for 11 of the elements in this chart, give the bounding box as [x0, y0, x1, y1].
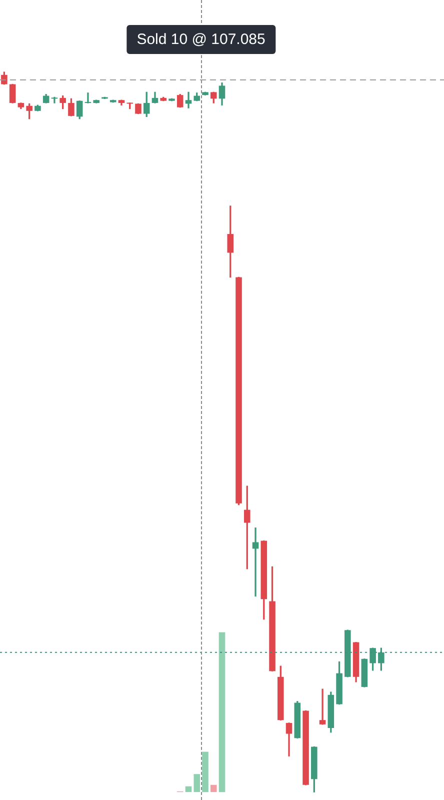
- bar: [194, 774, 200, 792]
- candlestick: [185, 92, 192, 108]
- bar: [202, 752, 208, 792]
- candlestick: [252, 527, 259, 597]
- candlestick: [319, 688, 326, 725]
- bar: [218, 632, 226, 792]
- text: Sold 10 @ 107.085: [126, 25, 276, 54]
- candlestick: [51, 96, 58, 104]
- candlestick: [84, 92, 92, 104]
- bar: [185, 786, 192, 792]
- bar: [210, 784, 217, 792]
